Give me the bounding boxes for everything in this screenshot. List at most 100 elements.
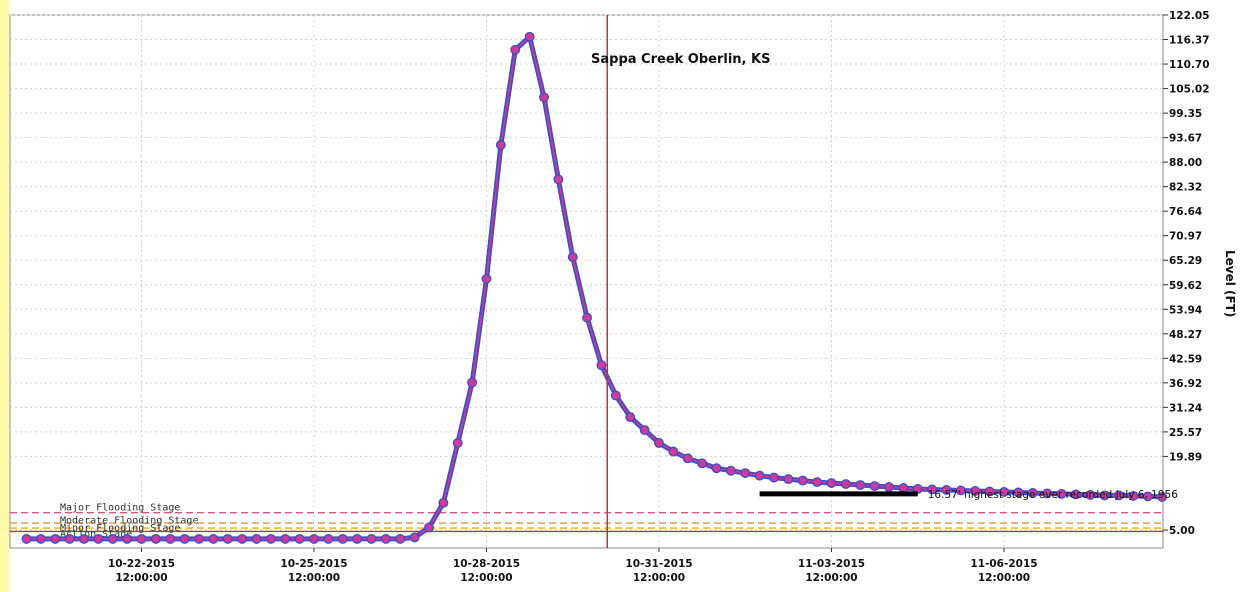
x-tick-date: 10-22-2015 — [108, 558, 175, 570]
y-tick-label: 65.29 — [1169, 255, 1202, 267]
data-point — [1027, 487, 1038, 498]
y-tick-label: 82.32 — [1169, 182, 1202, 194]
data-point — [840, 479, 851, 489]
data-point — [1070, 489, 1081, 500]
data-point — [1157, 491, 1168, 502]
data-point — [309, 533, 319, 544]
flood-stage-label: Major Flooding Stage — [60, 503, 180, 514]
data-point — [337, 533, 348, 544]
data-point — [869, 481, 880, 491]
flood-stage-lines: Major Flooding Stage Moderate Flooding St… — [10, 503, 1163, 540]
y-tick-label: 116.37 — [1169, 35, 1210, 47]
y-tick-label: 70.97 — [1169, 231, 1202, 243]
data-point — [251, 533, 262, 544]
data-point — [50, 533, 61, 544]
data-point — [21, 533, 32, 544]
data-point — [754, 470, 765, 481]
data-point — [93, 533, 104, 544]
x-tick-date: 10-31-2015 — [625, 558, 692, 570]
data-point — [208, 533, 219, 544]
data-point — [582, 312, 593, 323]
flood-stage-label: Minor Flooding Stage — [60, 523, 180, 534]
data-point — [1128, 490, 1139, 501]
data-point — [1013, 487, 1024, 498]
x-tick-time: 12:00:00 — [805, 572, 857, 584]
data-point — [625, 412, 636, 423]
y-tick-label: 88.00 — [1169, 157, 1202, 169]
data-point — [495, 139, 506, 150]
data-point — [380, 533, 391, 544]
data-point — [35, 533, 46, 544]
data-point — [510, 44, 521, 55]
data-point — [352, 533, 363, 544]
x-tick-time: 12:00:00 — [978, 572, 1030, 584]
data-point — [79, 533, 89, 544]
data-point — [654, 438, 664, 448]
data-point — [797, 475, 808, 486]
data-point — [970, 486, 981, 496]
y-tick-label: 105.02 — [1169, 84, 1210, 96]
y-tick-label: 53.94 — [1169, 304, 1202, 316]
x-axis-ticks: 10-22-2015 12:00:00 10-25-2015 12:00:00 10-2… — [108, 548, 1038, 584]
y-axis-ticks: 122.05 116.37 110.70 105.02 99.35 93.67 88.00 8… — [1163, 10, 1210, 537]
data-point — [467, 377, 478, 388]
data-point — [725, 465, 736, 476]
data-point — [769, 472, 779, 483]
data-point — [409, 532, 420, 543]
y-tick-label: 48.27 — [1169, 329, 1202, 341]
data-point — [194, 533, 204, 544]
data-point — [165, 533, 176, 544]
data-point — [294, 533, 305, 544]
data-point — [783, 474, 794, 485]
record-stage-annotation: 16.57' highest stage ever recorded July … — [759, 489, 1178, 501]
x-tick-date: 11-06-2015 — [970, 558, 1037, 570]
data-point — [1042, 488, 1053, 499]
data-point — [539, 92, 549, 103]
series-layer — [21, 31, 1168, 544]
data-point — [150, 533, 161, 544]
data-point — [711, 463, 722, 474]
plot-area — [9, 14, 1164, 549]
y-tick-label: 5.00 — [1169, 525, 1195, 537]
x-tick-time: 12:00:00 — [288, 572, 340, 584]
data-point — [136, 533, 147, 544]
gridlines — [10, 14, 1163, 548]
data-point — [567, 252, 578, 263]
data-point — [179, 533, 190, 544]
data-point — [122, 533, 133, 544]
y-tick-label: 25.57 — [1169, 427, 1202, 439]
x-tick-date: 11-03-2015 — [798, 558, 865, 570]
data-point — [1142, 491, 1153, 502]
x-tick-time: 12:00:00 — [460, 572, 512, 584]
data-point — [265, 533, 276, 544]
data-point — [898, 483, 909, 493]
y-tick-label: 19.89 — [1169, 451, 1202, 463]
data-point — [237, 533, 248, 544]
data-point — [524, 31, 535, 42]
data-point — [553, 174, 564, 185]
y-tick-label: 99.35 — [1169, 108, 1202, 120]
data-point — [481, 273, 492, 284]
data-point — [884, 482, 894, 492]
data-point — [438, 497, 449, 508]
data-point — [812, 477, 823, 488]
data-point — [668, 446, 679, 457]
flood-stage-label: Action Stage — [60, 529, 132, 540]
data-point — [682, 453, 693, 464]
data-point — [1056, 488, 1067, 499]
data-point — [927, 484, 938, 495]
data-point — [222, 533, 233, 544]
y-tick-label: 122.05 — [1169, 10, 1210, 22]
data-point — [610, 390, 621, 401]
data-point — [64, 533, 75, 544]
data-point — [280, 533, 291, 544]
data-point — [826, 478, 837, 489]
y-tick-label: 76.64 — [1169, 206, 1202, 218]
y-tick-label: 59.62 — [1169, 280, 1202, 292]
x-tick-time: 12:00:00 — [633, 572, 685, 584]
data-point — [740, 468, 751, 479]
data-point — [395, 533, 406, 544]
data-point — [855, 480, 866, 490]
data-point — [955, 485, 966, 496]
